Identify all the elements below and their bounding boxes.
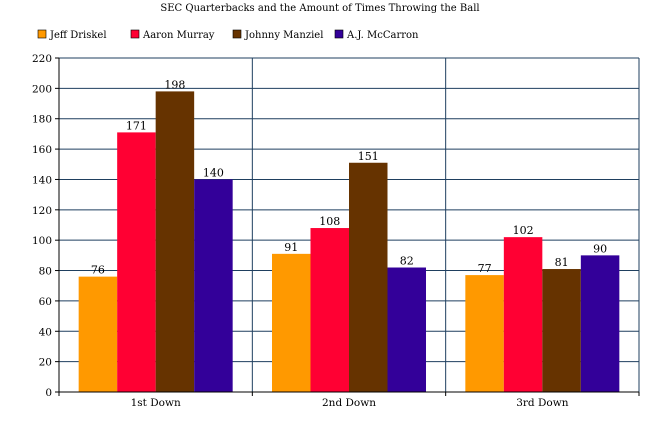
data-label: 77 — [478, 262, 492, 275]
legend-swatch — [37, 29, 47, 39]
y-tick-label: 40 — [39, 326, 52, 338]
y-tick-label: 20 — [39, 357, 52, 369]
data-label: 198 — [164, 78, 185, 91]
legend: Jeff Driskel Aaron Murray Johnny Manziel A.… — [37, 29, 419, 41]
y-tick-label: 160 — [32, 144, 52, 156]
y-tick-label: 60 — [39, 296, 52, 308]
y-tick-label: 100 — [32, 235, 52, 247]
legend-label: Jeff Driskel — [49, 30, 107, 41]
bars — [78, 91, 620, 393]
bar — [78, 276, 118, 392]
data-label: 171 — [126, 119, 147, 132]
data-labels: 76 171 198 140 91 108 151 82 77 102 81 90 — [91, 78, 607, 276]
x-tick-label: 3rd Down — [516, 397, 568, 409]
x-tick-label: 1st Down — [131, 397, 181, 409]
bar — [117, 132, 156, 392]
bar — [387, 267, 426, 392]
data-label: 151 — [358, 150, 379, 163]
data-label: 91 — [284, 241, 298, 254]
y-tick-label: 0 — [45, 387, 52, 399]
bar — [194, 179, 233, 392]
x-tick-label: 2nd Down — [322, 397, 376, 409]
bar — [465, 275, 504, 392]
data-label: 108 — [319, 215, 340, 228]
y-tick-label: 220 — [32, 53, 52, 65]
y-tick-label: 140 — [32, 174, 52, 186]
legend-label: Johnny Manziel — [244, 30, 323, 41]
data-label: 82 — [400, 255, 414, 268]
bar — [272, 253, 311, 392]
bar — [349, 162, 388, 392]
bar — [503, 237, 543, 392]
bar — [580, 255, 620, 392]
legend-swatch — [232, 29, 242, 39]
bar — [155, 91, 195, 393]
data-label: 76 — [91, 264, 105, 277]
data-label: 90 — [593, 242, 607, 255]
bar — [542, 269, 581, 392]
bar — [310, 228, 349, 392]
y-tick-label: 200 — [32, 83, 52, 95]
data-label: 102 — [513, 224, 534, 237]
legend-swatch — [334, 29, 344, 39]
chart-title: SEC Quarterbacks and the Amount of Times… — [160, 3, 479, 14]
y-axis-ticks: 0 20 40 60 80 100 120 140 160 180 200 220 — [32, 53, 59, 399]
axes — [55, 58, 639, 393]
x-axis-ticks: 1st Down 2nd Down 3rd Down — [58, 392, 640, 409]
y-tick-label: 120 — [32, 205, 52, 217]
y-tick-label: 80 — [39, 266, 52, 278]
data-label: 140 — [203, 166, 224, 179]
legend-swatch — [130, 29, 140, 39]
legend-label: A.J. McCarron — [346, 30, 419, 41]
legend-label: Aaron Murray — [142, 30, 215, 41]
y-tick-label: 180 — [32, 114, 52, 126]
data-label: 81 — [555, 256, 569, 269]
